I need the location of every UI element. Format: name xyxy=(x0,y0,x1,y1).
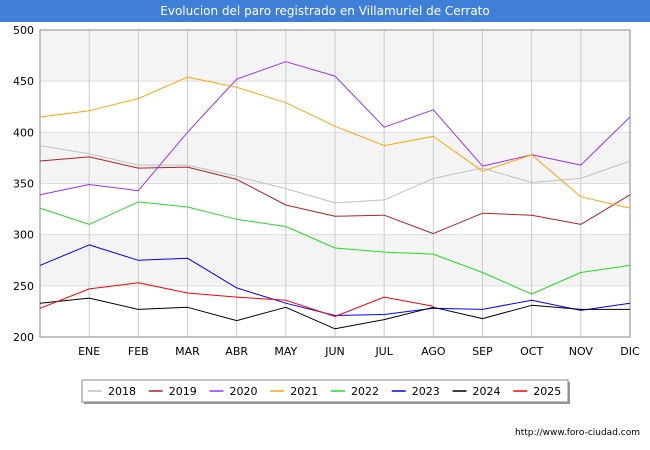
x-tick-label: NOV xyxy=(569,345,594,358)
y-tick-label: 300 xyxy=(13,229,34,242)
x-tick-label: MAY xyxy=(274,345,297,358)
legend-box xyxy=(81,379,569,403)
plot-frame xyxy=(39,29,631,338)
x-tick-label: AGO xyxy=(421,345,446,358)
legend-label-2023: 2023 xyxy=(412,385,440,398)
x-axis-ticks: ENE FEB MAR ABR MAY JUN JUL AGO SEP OCT NOV DIC xyxy=(78,345,640,358)
y-tick-label: 200 xyxy=(13,331,34,344)
legend-label-2025: 2025 xyxy=(533,385,561,398)
source-url[interactable]: http://www.foro-ciudad.com xyxy=(515,428,640,438)
y-tick-label: 500 xyxy=(13,24,34,37)
y-axis-ticks: 200 250 300 350 400 450 500 xyxy=(13,24,34,344)
legend-label-2020: 2020 xyxy=(230,385,258,398)
x-tick-label: JUN xyxy=(324,345,345,358)
x-tick-label: ABR xyxy=(225,345,248,358)
x-tick-label: FEB xyxy=(128,345,149,358)
legend: 2018 2019 2020 2021 2022 2023 2024 2025 xyxy=(81,379,570,404)
x-tick-label: DIC xyxy=(620,345,640,358)
series-line-2021 xyxy=(39,76,631,209)
x-tick-label: MAR xyxy=(175,345,200,358)
series-line-2018 xyxy=(39,145,631,204)
y-tick-label: 250 xyxy=(13,280,34,293)
x-tick-label: OCT xyxy=(520,345,543,358)
y-tick-label: 450 xyxy=(13,75,34,88)
legend-label-2018: 2018 xyxy=(108,385,136,398)
y-tick-label: 350 xyxy=(13,178,34,191)
chart-title: Evolucion del paro registrado en Villamu… xyxy=(0,0,650,22)
x-tick-label: ENE xyxy=(78,345,100,358)
series-group xyxy=(39,61,631,330)
legend-label-2024: 2024 xyxy=(473,385,501,398)
series-line-2022 xyxy=(39,201,631,295)
x-tick-label: JUL xyxy=(374,345,393,358)
legend-label-2022: 2022 xyxy=(351,385,379,398)
series-line-2025 xyxy=(39,282,434,317)
legend-label-2019: 2019 xyxy=(169,385,197,398)
series-line-2019 xyxy=(39,156,631,235)
y-tick-label: 400 xyxy=(13,126,34,139)
legend-label-2021: 2021 xyxy=(290,385,318,398)
series-line-2024 xyxy=(39,297,630,330)
series-line-2023 xyxy=(39,244,631,316)
x-tick-label: SEP xyxy=(472,345,493,358)
